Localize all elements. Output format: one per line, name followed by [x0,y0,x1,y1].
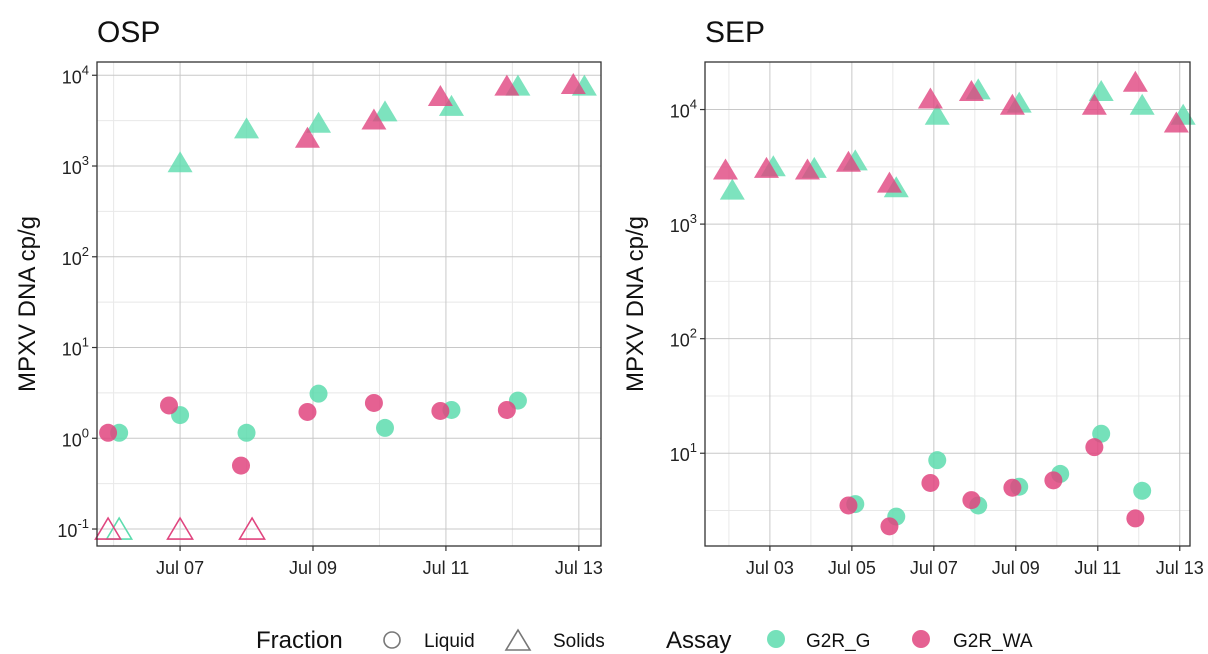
sep-y-tick-label: 102 [670,326,697,351]
osp-x-tick-label: Jul 09 [289,558,337,578]
legend-liquid-circle-icon [383,631,401,649]
osp-series-g2r-wa-liquid [99,393,516,475]
sep-x-tick-label: Jul 11 [1074,558,1121,578]
data-point [835,150,861,172]
data-point [839,496,858,515]
data-point [1122,70,1148,92]
sep-y-tick-label: 101 [670,440,697,465]
data-point [167,151,193,173]
data-point [494,74,520,96]
data-point [1133,481,1152,500]
sep-plot-area [705,62,1190,546]
osp-y-tick-label: 10-1 [57,516,89,541]
data-point [376,418,394,437]
data-point [1085,438,1104,457]
osp-y-tick-label: 103 [62,153,89,178]
data-point [497,400,516,419]
sep-y-axis-label: MPXV DNA cp/g [622,216,649,392]
osp-y-tick-label: 101 [62,335,89,360]
sep-series-g2r-wa-solids [712,70,1189,193]
data-point [1003,478,1022,497]
osp-y-tick-label: 102 [62,244,89,269]
data-point [372,100,398,122]
sep-y-tick-label: 103 [670,211,697,236]
data-point [160,396,178,415]
data-point [294,126,320,148]
legend-title-fraction: Fraction [256,627,343,654]
data-point [924,103,950,125]
data-point [712,158,738,180]
data-point [880,517,899,536]
osp-y-axis-label: MPXV DNA cp/g [14,216,41,392]
sep-y-tick-label: 104 [670,97,697,122]
osp-plot-area [97,62,601,546]
osp-x-tick-label: Jul 07 [156,558,204,578]
legend-label-liquid: Liquid [424,631,475,652]
data-point [94,516,122,540]
data-point [560,73,586,95]
data-point [361,108,387,130]
sep-series-g2r-wa-liquid [839,438,1145,536]
data-point [794,158,820,180]
data-point [1081,93,1107,115]
sep-x-tick-label: Jul 05 [828,558,876,578]
sep-x-tick-label: Jul 03 [746,558,794,578]
osp-y-tick-label: 104 [62,62,89,87]
data-point [999,93,1025,115]
data-point [958,80,984,102]
osp-panel: Jul 07 Jul 09 Jul 11 Jul 13 10-1 100 101 102 103… [14,16,603,578]
legend-g2r-g-swatch [767,630,785,648]
osp-plot-border [96,61,602,547]
chart-panels: Jul 07 Jul 09 Jul 11 Jul 13 10-1 100 101 102 103… [14,16,1204,578]
data-point [1126,509,1145,528]
data-point [1129,93,1155,115]
osp-y-tick-label: 100 [62,425,89,450]
data-point [99,423,118,442]
sep-plot-border [704,61,1191,547]
osp-x-tick-label: Jul 13 [555,558,603,578]
data-point [917,87,943,109]
osp-x-tick-label: Jul 11 [423,558,470,578]
legend-label-g2r-g: G2R_G [806,631,870,652]
legend-title-assay: Assay [666,627,731,654]
data-point [298,402,317,421]
data-point [753,156,779,178]
data-point [1044,471,1063,490]
data-point [237,423,256,442]
data-point [232,456,250,475]
legend-solids-triangle-icon [504,628,532,651]
sep-panel-title: SEP [705,16,765,49]
data-point [431,401,450,420]
data-point [427,85,453,107]
osp-panel-title: OSP [97,16,160,49]
data-point [364,393,383,412]
sep-x-tick-label: Jul 07 [910,558,958,578]
data-point [234,117,260,139]
legend-label-solids: Solids [553,631,605,652]
data-point [166,516,194,540]
osp-series-g2r-wa-solids [94,73,586,540]
data-point [928,451,947,470]
data-point [309,384,328,403]
data-point [1163,111,1189,133]
legend: Fraction Liquid Solids Assay G2R_G G2R_W… [256,627,1033,654]
data-point [876,171,902,193]
data-point [1092,424,1111,443]
data-point [719,178,745,200]
data-point [962,491,981,510]
sep-panel: Jul 03 Jul 05 Jul 07 Jul 09 Jul 11 Jul 13 101 1… [622,16,1204,578]
legend-label-g2r-wa: G2R_WA [953,631,1033,652]
legend-g2r-wa-swatch [912,630,930,648]
data-point [921,473,940,492]
sep-x-tick-label: Jul 13 [1156,558,1204,578]
data-point [238,516,266,540]
data-point [306,111,332,133]
sep-x-tick-label: Jul 09 [992,558,1040,578]
